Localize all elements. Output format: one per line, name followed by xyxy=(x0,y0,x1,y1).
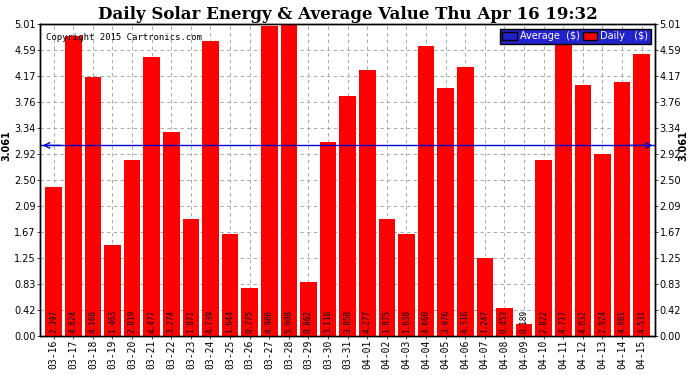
Text: 2.822: 2.822 xyxy=(539,310,548,333)
Bar xyxy=(555,42,571,336)
Legend: Average  ($), Daily   ($): Average ($), Daily ($) xyxy=(500,29,651,44)
Bar xyxy=(594,154,611,336)
Bar xyxy=(163,132,179,336)
Bar xyxy=(300,282,317,336)
Bar xyxy=(319,142,337,336)
Bar xyxy=(496,308,513,336)
Text: 0.862: 0.862 xyxy=(304,310,313,333)
Text: 3.274: 3.274 xyxy=(167,310,176,333)
Text: 5.008: 5.008 xyxy=(284,310,293,333)
Bar xyxy=(437,88,454,336)
Text: 4.824: 4.824 xyxy=(69,310,78,333)
Text: 4.531: 4.531 xyxy=(637,310,646,333)
Bar xyxy=(613,82,631,336)
Text: 0.775: 0.775 xyxy=(245,310,254,333)
Text: 1.644: 1.644 xyxy=(226,310,235,333)
Bar xyxy=(457,67,473,336)
Title: Daily Solar Energy & Average Value Thu Apr 16 19:32: Daily Solar Energy & Average Value Thu A… xyxy=(98,6,598,22)
Bar xyxy=(417,46,435,336)
Text: 4.986: 4.986 xyxy=(265,310,274,333)
Text: 4.477: 4.477 xyxy=(147,310,156,333)
Bar xyxy=(104,245,121,336)
Text: 4.739: 4.739 xyxy=(206,310,215,333)
Text: 3.061: 3.061 xyxy=(678,130,688,161)
Text: 1.247: 1.247 xyxy=(480,310,489,333)
Bar xyxy=(535,160,552,336)
Bar xyxy=(241,288,258,336)
Text: 0.453: 0.453 xyxy=(500,310,509,333)
Text: 1.463: 1.463 xyxy=(108,310,117,333)
Text: 4.081: 4.081 xyxy=(618,310,627,333)
Text: 3.061: 3.061 xyxy=(1,130,11,161)
Text: 0.189: 0.189 xyxy=(520,310,529,333)
Text: 1.875: 1.875 xyxy=(382,310,391,333)
Text: 3.858: 3.858 xyxy=(343,310,352,333)
Bar xyxy=(281,24,297,336)
Bar xyxy=(477,258,493,336)
Bar xyxy=(202,41,219,336)
Text: 2.819: 2.819 xyxy=(128,310,137,333)
Bar xyxy=(85,76,101,336)
Text: 3.118: 3.118 xyxy=(324,310,333,333)
Text: 4.277: 4.277 xyxy=(363,310,372,333)
Bar xyxy=(398,234,415,336)
Text: 3.976: 3.976 xyxy=(441,310,450,333)
Bar xyxy=(65,36,81,336)
Bar xyxy=(339,96,356,336)
Bar xyxy=(379,219,395,336)
Bar xyxy=(575,85,591,336)
Text: 4.168: 4.168 xyxy=(88,310,97,333)
Bar xyxy=(183,219,199,336)
Text: 4.318: 4.318 xyxy=(461,310,470,333)
Text: 2.397: 2.397 xyxy=(49,310,58,333)
Bar xyxy=(515,324,533,336)
Bar xyxy=(359,70,375,336)
Text: 4.032: 4.032 xyxy=(578,310,587,333)
Bar xyxy=(221,234,239,336)
Bar xyxy=(261,26,277,336)
Text: 1.638: 1.638 xyxy=(402,310,411,333)
Text: 1.871: 1.871 xyxy=(186,310,195,333)
Text: 2.924: 2.924 xyxy=(598,310,607,333)
Bar xyxy=(46,187,62,336)
Bar xyxy=(633,54,650,336)
Text: 4.717: 4.717 xyxy=(559,310,568,333)
Bar xyxy=(144,57,160,336)
Text: 4.660: 4.660 xyxy=(422,310,431,333)
Bar xyxy=(124,160,140,336)
Text: Copyright 2015 Cartronics.com: Copyright 2015 Cartronics.com xyxy=(46,33,202,42)
